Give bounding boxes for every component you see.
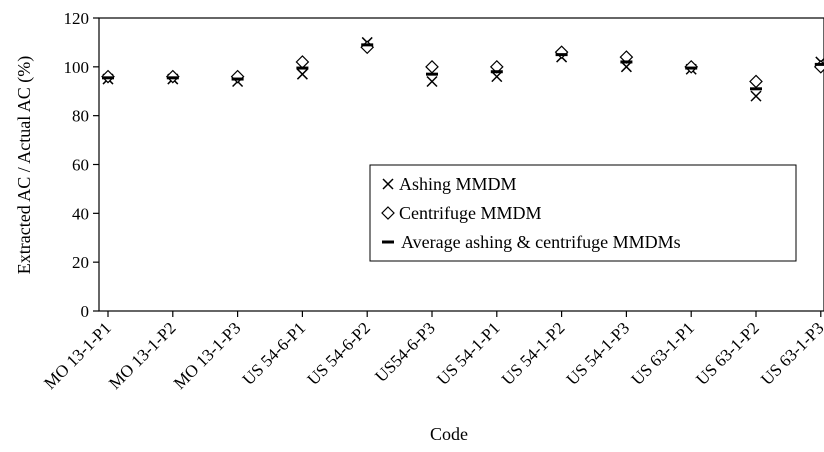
x-tick-label: MO 13-1-P3 [170,318,245,393]
legend-box [369,164,797,262]
legend-marker-centrifuge [381,206,395,220]
centrifuge-point [554,45,569,60]
centrifuge-point [813,59,824,74]
centrifuge-point [230,69,245,84]
x-axis-title: Code [430,424,468,444]
y-tick-label: 20 [72,253,89,272]
legend-marker-ashing [382,178,394,190]
x-tick-label: US 54-1-P3 [563,318,634,389]
ashing-point [620,61,632,73]
y-tick-label: 40 [72,204,89,223]
data-points [101,36,824,102]
x-tick-label: US 63-1-P2 [692,318,763,389]
y-axis-title: Extracted AC / Actual AC (%) [14,56,35,274]
centrifuge-point [425,59,439,74]
ashing-point [750,90,762,102]
centrifuge-point [295,55,310,69]
centrifuge-point [360,40,375,55]
legend-label-centrifuge: Centrifuge MMDM [399,203,542,223]
x-tick-label: MO 13-1-P1 [40,318,115,393]
x-tick-label: US 54-1-P1 [433,318,504,389]
x-tick-label: MO 13-1-P2 [105,318,180,393]
y-axis-ticks: 0 20 40 60 80 100 120 [64,9,99,321]
centrifuge-point [749,74,763,89]
x-tick-label: US 54-6-P2 [303,318,374,389]
x-tick-label: US54-6-P3 [371,318,439,386]
ashing-point [296,68,308,80]
x-tick-label: US 54-6-P1 [239,318,310,389]
y-tick-label: 80 [72,107,89,126]
x-tick-label: US 54-1-P2 [498,318,569,389]
legend-label-ashing: Ashing MMDM [399,174,517,194]
y-tick-label: 100 [64,58,90,77]
ashing-point [491,71,503,83]
legend: Ashing MMDM Centrifuge MMDM Average ashi… [369,164,797,262]
y-tick-label: 120 [64,9,90,28]
legend-label-average: Average ashing & centrifuge MMDMs [401,232,681,252]
ashing-point [426,75,438,88]
y-tick-label: 60 [72,156,89,175]
x-tick-label: US 63-1-P3 [757,318,824,389]
y-tick-label: 0 [81,302,90,321]
x-tick-label: US 63-1-P1 [627,318,698,389]
